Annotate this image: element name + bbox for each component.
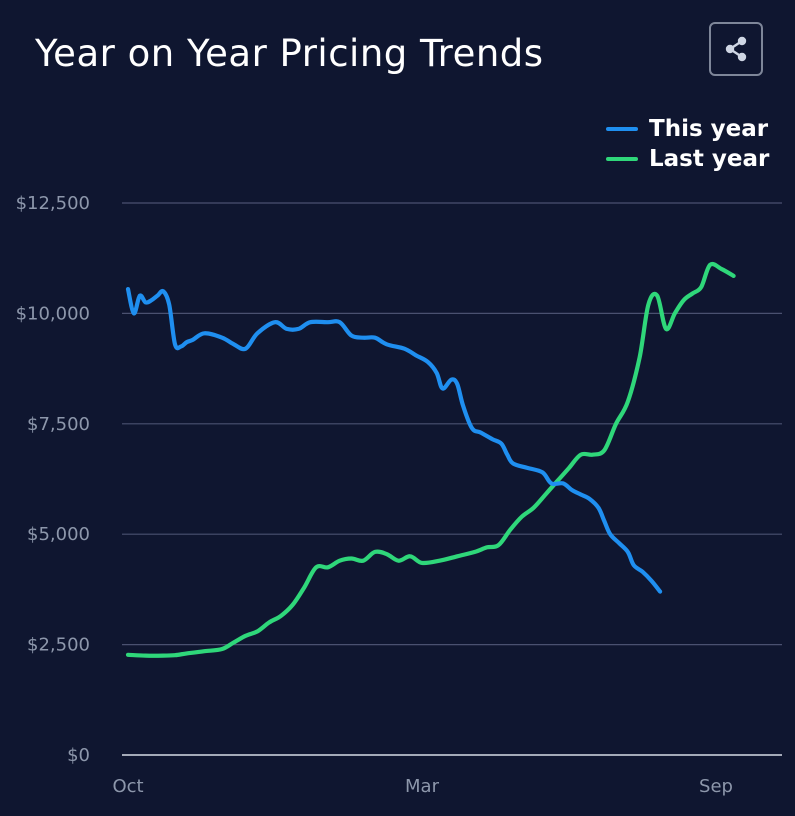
legend-label-this-year: This year [649,116,769,142]
x-tick-label: Oct [112,776,143,797]
y-tick-label: $10,000 [16,303,90,324]
chart-legend: This year Last year [606,114,769,174]
legend-item-last-year[interactable]: Last year [606,144,769,174]
series-line-last-year [125,261,736,658]
share-button[interactable] [709,22,763,76]
legend-item-this-year[interactable]: This year [606,114,769,144]
legend-swatch-this-year [606,127,638,131]
x-tick-label: Mar [405,776,440,797]
y-tick-label: $0 [67,745,90,766]
share-icon [725,36,747,62]
y-tick-label: $5,000 [27,524,90,545]
chart-title: Year on Year Pricing Trends [35,32,544,75]
y-tick-label: $7,500 [27,414,90,435]
x-tick-label: Sep [699,776,733,797]
y-tick-label: $12,500 [16,193,90,214]
series-line-this-year [125,287,663,594]
legend-label-last-year: Last year [649,146,770,172]
y-tick-label: $2,500 [27,635,90,656]
legend-swatch-last-year [606,157,638,161]
